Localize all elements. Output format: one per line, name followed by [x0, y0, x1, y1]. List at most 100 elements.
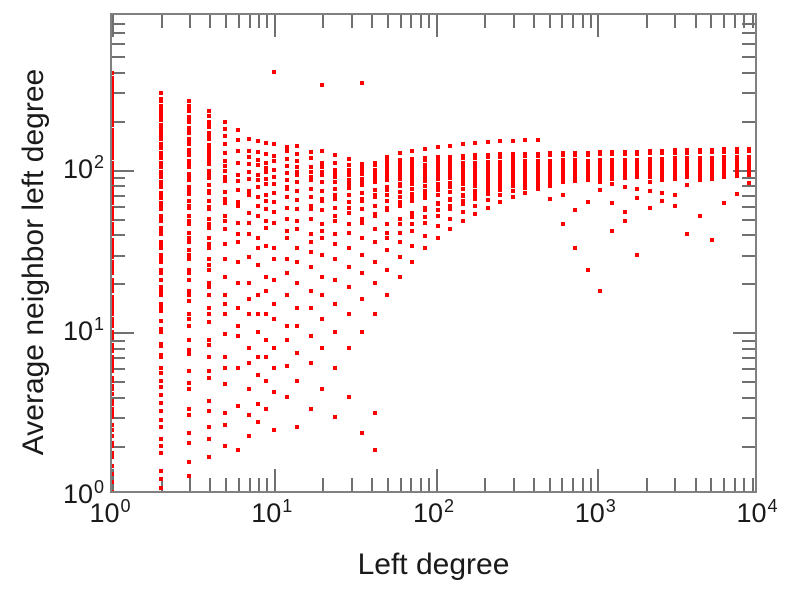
data-point: [207, 134, 212, 139]
data-point: [422, 215, 427, 220]
data-point: [320, 148, 325, 153]
axis-tick-top: [273, 15, 276, 37]
data-point: [235, 232, 240, 237]
data-point: [346, 395, 351, 400]
data-point: [187, 431, 192, 436]
data-point: [187, 98, 192, 103]
axis-tick-right: [742, 417, 755, 420]
data-point: [112, 255, 114, 259]
data-point: [610, 176, 615, 181]
data-point: [235, 200, 240, 205]
data-point: [320, 173, 325, 178]
data-point: [346, 211, 351, 216]
data-point: [672, 150, 677, 155]
data-point: [422, 178, 427, 183]
data-point: [271, 346, 276, 351]
data-point: [622, 209, 627, 214]
data-point: [598, 152, 602, 157]
x-tick-label: 102: [412, 496, 455, 528]
data-point: [158, 171, 163, 176]
y-tick-label: 102: [62, 151, 104, 184]
scatter-canvas: [112, 15, 755, 491]
data-point: [410, 157, 415, 162]
data-point: [295, 306, 300, 311]
data-point: [635, 195, 640, 200]
data-point: [410, 260, 415, 265]
data-point: [112, 330, 114, 335]
data-point: [158, 309, 163, 314]
data-point: [246, 434, 251, 439]
data-point: [410, 166, 415, 171]
data-point: [112, 91, 114, 96]
data-point: [320, 235, 325, 240]
data-point: [271, 167, 276, 172]
data-point: [635, 174, 640, 179]
data-point: [158, 219, 163, 224]
data-point: [622, 219, 627, 224]
data-point: [697, 164, 702, 169]
data-point: [384, 268, 389, 273]
data-point: [523, 151, 528, 156]
data-point: [207, 376, 212, 381]
data-point: [320, 346, 325, 351]
data-point: [523, 154, 528, 159]
data-point: [435, 192, 440, 197]
data-point: [187, 386, 192, 391]
data-point: [598, 169, 602, 174]
data-point: [473, 172, 478, 177]
data-point: [672, 170, 677, 175]
data-point: [207, 207, 212, 212]
data-point: [187, 292, 192, 297]
data-point: [158, 141, 163, 146]
axis-tick-left: [112, 397, 125, 400]
data-point: [158, 301, 163, 306]
data-point: [246, 297, 251, 302]
data-point: [346, 163, 351, 168]
axis-tick-bottom: [225, 478, 228, 491]
data-point: [187, 257, 192, 262]
axis-tick-right: [742, 234, 755, 237]
axis-tick-left: [112, 348, 125, 351]
data-point: [112, 301, 114, 306]
data-point: [510, 194, 515, 199]
data-point: [548, 153, 553, 158]
data-point: [560, 170, 565, 175]
data-point: [295, 151, 300, 156]
data-point: [498, 174, 503, 179]
data-point: [223, 196, 228, 201]
data-point: [635, 162, 640, 167]
data-point: [158, 232, 163, 237]
data-point: [284, 292, 289, 297]
y-axis-title: Average neighbor left degree: [17, 68, 50, 456]
data-point: [187, 162, 192, 167]
data-point: [235, 323, 240, 328]
data-point: [158, 97, 163, 102]
data-point: [320, 196, 325, 201]
data-point: [207, 241, 212, 246]
axis-tick-bottom: [484, 478, 487, 491]
data-point: [473, 184, 478, 189]
data-point: [112, 113, 114, 118]
data-point: [422, 155, 427, 160]
data-point: [207, 398, 212, 403]
data-point: [660, 190, 665, 195]
data-point: [158, 125, 163, 130]
axis-tick-bottom: [112, 469, 114, 491]
axis-tick-top: [694, 15, 697, 28]
data-point: [246, 162, 251, 167]
data-point: [410, 228, 415, 233]
data-point: [264, 355, 269, 360]
data-point: [223, 159, 228, 164]
data-point: [709, 169, 714, 174]
data-point: [734, 191, 739, 196]
data-point: [295, 173, 300, 178]
data-point: [264, 337, 269, 342]
data-point: [187, 235, 192, 240]
data-point: [448, 227, 453, 232]
data-point: [112, 178, 114, 183]
data-point: [256, 262, 261, 267]
data-point: [560, 151, 565, 156]
data-point: [235, 160, 240, 165]
data-point: [187, 230, 192, 235]
data-point: [112, 342, 114, 347]
